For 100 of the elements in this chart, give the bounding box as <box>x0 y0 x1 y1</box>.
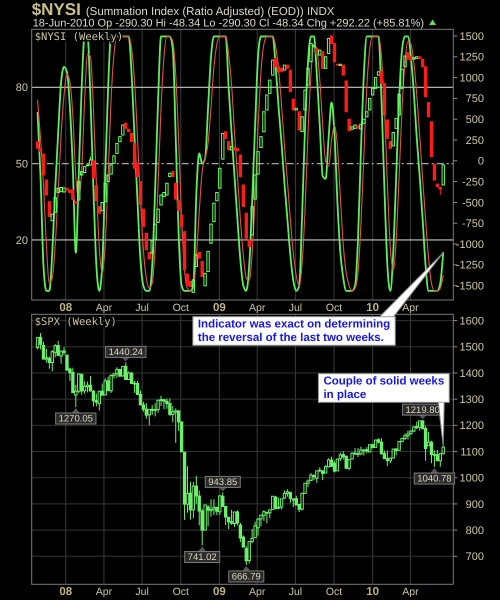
y-tick-label: 1600 <box>460 315 484 328</box>
candlestick <box>94 185 98 202</box>
candlestick <box>253 521 257 539</box>
candlestick <box>221 132 224 160</box>
candlestick <box>236 148 240 152</box>
candlestick <box>315 470 318 484</box>
x-tick-label: Jul <box>288 302 302 314</box>
candlestick <box>171 171 174 178</box>
y-tick-label: 1000 <box>460 472 484 485</box>
candlestick <box>180 214 184 228</box>
y-tick-label: 1200 <box>460 420 484 432</box>
text: 943.85 <box>208 477 238 488</box>
candlestick <box>292 98 295 111</box>
y-tick-label: 0 <box>478 156 484 168</box>
y-tick-label: 800 <box>466 524 484 537</box>
candlestick <box>256 518 260 536</box>
annotation: Couple of solid weeks in place <box>323 376 444 401</box>
candlestick <box>403 432 407 440</box>
candlestick <box>374 440 378 448</box>
candlestick <box>400 68 404 89</box>
y-tick-label: 1300 <box>460 394 484 406</box>
candlestick <box>194 254 198 268</box>
candlestick <box>44 179 48 196</box>
candlestick <box>121 366 124 378</box>
candlestick <box>153 402 157 417</box>
candlestick <box>218 495 222 516</box>
candlestick <box>344 454 348 470</box>
candlestick <box>392 448 395 459</box>
candlestick <box>182 231 186 270</box>
candlestick <box>77 181 80 200</box>
candlestick <box>59 186 63 192</box>
candlestick <box>94 393 98 407</box>
x-tick-label: Apr <box>96 586 113 598</box>
x-tick-label: Oct <box>172 302 190 314</box>
text: 1270.05 <box>58 414 93 425</box>
candlestick <box>42 154 46 176</box>
candlestick <box>82 166 86 173</box>
x-tick-label: 09 <box>213 302 226 314</box>
candlestick <box>224 131 228 139</box>
candlestick <box>56 188 60 193</box>
candlestick <box>312 474 316 481</box>
y-tick-label: -250 <box>462 176 484 188</box>
x-tick-label: Oct <box>172 586 190 598</box>
candlestick <box>318 50 322 56</box>
candlestick <box>230 146 234 150</box>
candlestick <box>397 441 401 451</box>
candlestick <box>403 55 407 68</box>
x-tick-label: Apr <box>96 302 113 314</box>
x-tick-label: Apr <box>249 586 266 598</box>
candlestick <box>415 421 418 430</box>
candlestick <box>347 118 351 132</box>
y2-tick-label: 50 <box>16 158 28 170</box>
candlestick <box>192 279 196 293</box>
y-tick-label: 1100 <box>460 446 484 458</box>
x-tick-label: Apr <box>249 302 266 314</box>
candlestick <box>200 261 204 278</box>
candlestick <box>156 400 160 414</box>
candlestick <box>242 184 246 208</box>
candlestick <box>388 141 392 149</box>
candlestick <box>109 374 113 394</box>
annotation: Indicator was exact on determining the reversal of the last two weeks. <box>198 318 390 344</box>
text: 741.02 <box>188 552 217 564</box>
candlestick <box>232 147 236 150</box>
candlestick <box>280 68 284 72</box>
candlestick <box>430 121 434 158</box>
candlestick <box>71 189 75 200</box>
annotation: $SPX (Weekly) <box>34 316 117 328</box>
candlestick <box>212 498 216 516</box>
candlestick <box>362 448 366 456</box>
x-tick-label: Oct <box>326 586 342 598</box>
candlestick <box>250 206 254 236</box>
y-tick-label: -1500 <box>456 280 484 293</box>
candlestick <box>112 155 116 164</box>
text: 1440.24 <box>108 347 143 358</box>
candlestick <box>309 42 313 62</box>
candlestick <box>159 194 163 206</box>
y-tick-label: 1500 <box>460 342 484 354</box>
candlestick <box>62 187 66 193</box>
candlestick <box>350 126 354 130</box>
candlestick <box>118 368 122 378</box>
text: 666.79 <box>232 572 261 583</box>
candlestick <box>88 156 92 166</box>
candlestick <box>165 182 169 196</box>
y-tick-label: 1400 <box>460 368 484 380</box>
candlestick <box>412 57 416 60</box>
candlestick <box>162 399 166 410</box>
candlestick <box>106 376 110 392</box>
candlestick <box>353 124 357 129</box>
candlestick <box>168 172 172 178</box>
y-tick-label: 1000 <box>460 72 484 84</box>
candlestick <box>124 122 128 129</box>
candlestick <box>230 509 234 526</box>
y-tick-label: 900 <box>466 498 484 511</box>
candlestick <box>321 51 324 69</box>
x-tick-label: 10 <box>366 302 380 314</box>
candlestick <box>386 450 390 467</box>
candlestick <box>36 141 40 149</box>
x-tick-label: Jul <box>135 586 149 598</box>
x-tick-label: 10 <box>366 586 380 598</box>
candlestick <box>259 136 263 148</box>
